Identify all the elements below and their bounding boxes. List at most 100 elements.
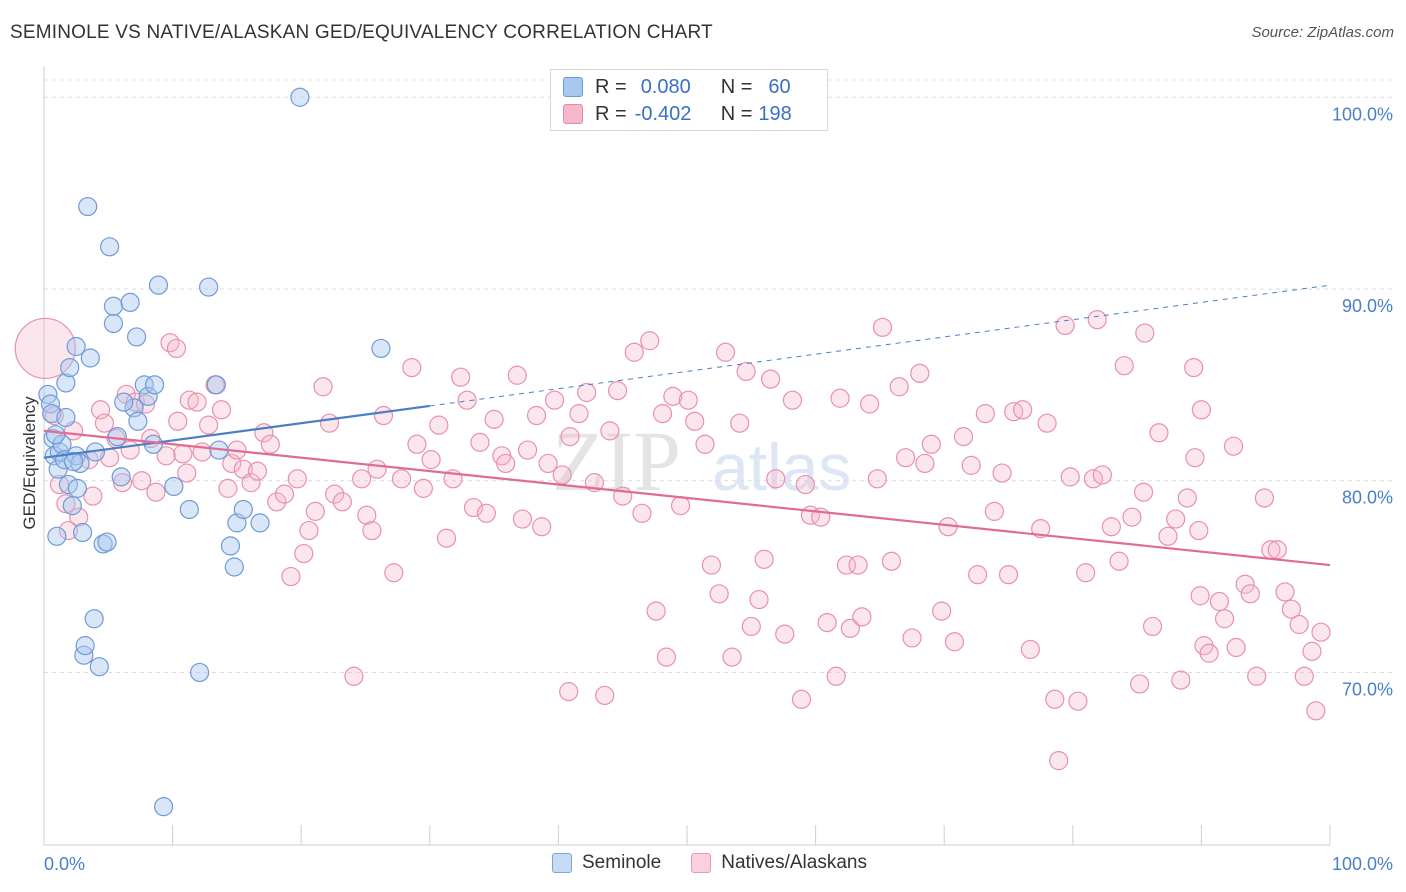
- data-point-natives: [701, 555, 722, 575]
- data-point-natives: [1311, 622, 1331, 642]
- data-point-seminole: [103, 296, 124, 316]
- data-point-natives: [470, 432, 490, 452]
- data-point-natives: [663, 386, 683, 406]
- data-point-natives: [1045, 689, 1065, 709]
- data-point-natives: [984, 501, 1004, 521]
- data-point-natives: [1068, 691, 1088, 711]
- x-tick-label: 0.0%: [44, 854, 85, 874]
- data-point-seminole: [148, 275, 169, 295]
- data-point-natives: [179, 390, 199, 410]
- data-point-natives: [319, 413, 340, 433]
- data-point-natives: [600, 421, 620, 441]
- data-point-natives: [1114, 356, 1134, 376]
- data-point-natives: [436, 528, 457, 548]
- data-point-natives: [538, 453, 558, 474]
- data-point-seminole: [103, 313, 124, 334]
- data-point-natives: [1158, 526, 1178, 546]
- data-point-natives: [944, 632, 965, 652]
- data-point-natives: [730, 413, 750, 433]
- data-point-seminole: [56, 373, 76, 393]
- data-point-seminole: [114, 392, 134, 412]
- data-point-natives: [1191, 400, 1212, 420]
- data-point-natives: [287, 469, 307, 489]
- data-point-natives: [402, 357, 422, 378]
- data-point-natives: [384, 563, 404, 583]
- data-point-natives: [14, 317, 76, 380]
- data-point-natives: [1235, 574, 1255, 594]
- data-point-natives: [94, 413, 115, 433]
- data-point-seminole: [97, 532, 117, 552]
- series-label-seminole: Seminole: [582, 852, 662, 873]
- data-point-seminole: [78, 196, 98, 217]
- data-point-natives: [1135, 323, 1155, 343]
- data-point-natives: [1185, 448, 1205, 468]
- data-point-natives: [1166, 509, 1186, 529]
- data-point-natives: [391, 469, 412, 489]
- data-point-natives: [120, 440, 140, 460]
- data-point-natives: [910, 363, 930, 383]
- legend-r-value: -0.402: [634, 102, 692, 125]
- data-point-natives: [1247, 666, 1267, 686]
- data-point-seminole: [179, 499, 199, 520]
- data-point-natives: [836, 555, 857, 575]
- data-point-natives: [1020, 639, 1040, 660]
- data-point-natives: [496, 453, 516, 474]
- data-point-natives: [1189, 520, 1209, 541]
- data-point-natives: [357, 505, 377, 525]
- data-point-natives: [299, 520, 319, 541]
- data-point-natives: [421, 450, 441, 470]
- data-point-natives: [168, 411, 188, 431]
- data-point-natives: [166, 338, 187, 359]
- y-tick-label: 100.0%: [1332, 104, 1393, 124]
- data-point-natives: [1289, 614, 1309, 635]
- data-point-natives: [695, 434, 715, 454]
- data-point-natives: [457, 390, 477, 410]
- data-point-seminole: [45, 425, 66, 445]
- data-point-natives: [646, 601, 666, 621]
- data-point-natives: [512, 509, 532, 529]
- data-point-seminole: [111, 467, 131, 487]
- series-legend: Seminole Natives/Alaskans: [552, 852, 867, 874]
- data-point-natives: [1306, 701, 1326, 721]
- data-point-natives: [1171, 670, 1191, 690]
- data-point-natives: [1122, 507, 1142, 527]
- data-point-natives: [267, 492, 287, 512]
- y-axis-label: GED/Equivalency: [20, 396, 39, 530]
- data-point-natives: [782, 390, 803, 410]
- data-point-natives: [1060, 467, 1080, 487]
- chart-title: SEMINOLE VS NATIVE/ALASKAN GED/EQUIVALEN…: [10, 22, 713, 43]
- data-point-natives: [872, 317, 893, 337]
- data-point-natives: [678, 390, 698, 410]
- trendline-seminole: [43, 404, 430, 459]
- data-point-seminole: [206, 375, 226, 395]
- data-point-natives: [313, 377, 333, 397]
- data-point-natives: [1076, 563, 1096, 583]
- data-point-seminole: [190, 662, 210, 683]
- data-point-seminole: [62, 496, 82, 516]
- data-point-natives: [367, 459, 387, 479]
- data-point-natives: [274, 484, 295, 504]
- trendline-natives: [43, 429, 1331, 567]
- data-point-natives: [373, 405, 394, 426]
- data-point-natives: [173, 444, 193, 464]
- data-point-natives: [1133, 482, 1154, 502]
- data-point-natives: [83, 486, 103, 506]
- data-point-seminole: [371, 338, 391, 359]
- data-point-natives: [595, 685, 615, 706]
- data-point-natives: [569, 404, 589, 424]
- data-point-natives: [69, 507, 89, 527]
- legend-swatch-seminole: [563, 77, 583, 97]
- data-point-natives: [998, 565, 1019, 585]
- data-point-natives: [830, 388, 850, 408]
- data-point-natives: [1109, 551, 1129, 571]
- data-point-seminole: [80, 348, 100, 368]
- legend-n-value: 60: [768, 75, 791, 98]
- data-point-natives: [484, 409, 504, 429]
- data-point-natives: [132, 471, 152, 491]
- data-point-natives: [826, 666, 846, 686]
- data-point-natives: [218, 478, 238, 498]
- data-point-natives: [953, 427, 974, 447]
- data-point-natives: [1184, 357, 1204, 378]
- data-point-natives: [840, 618, 860, 638]
